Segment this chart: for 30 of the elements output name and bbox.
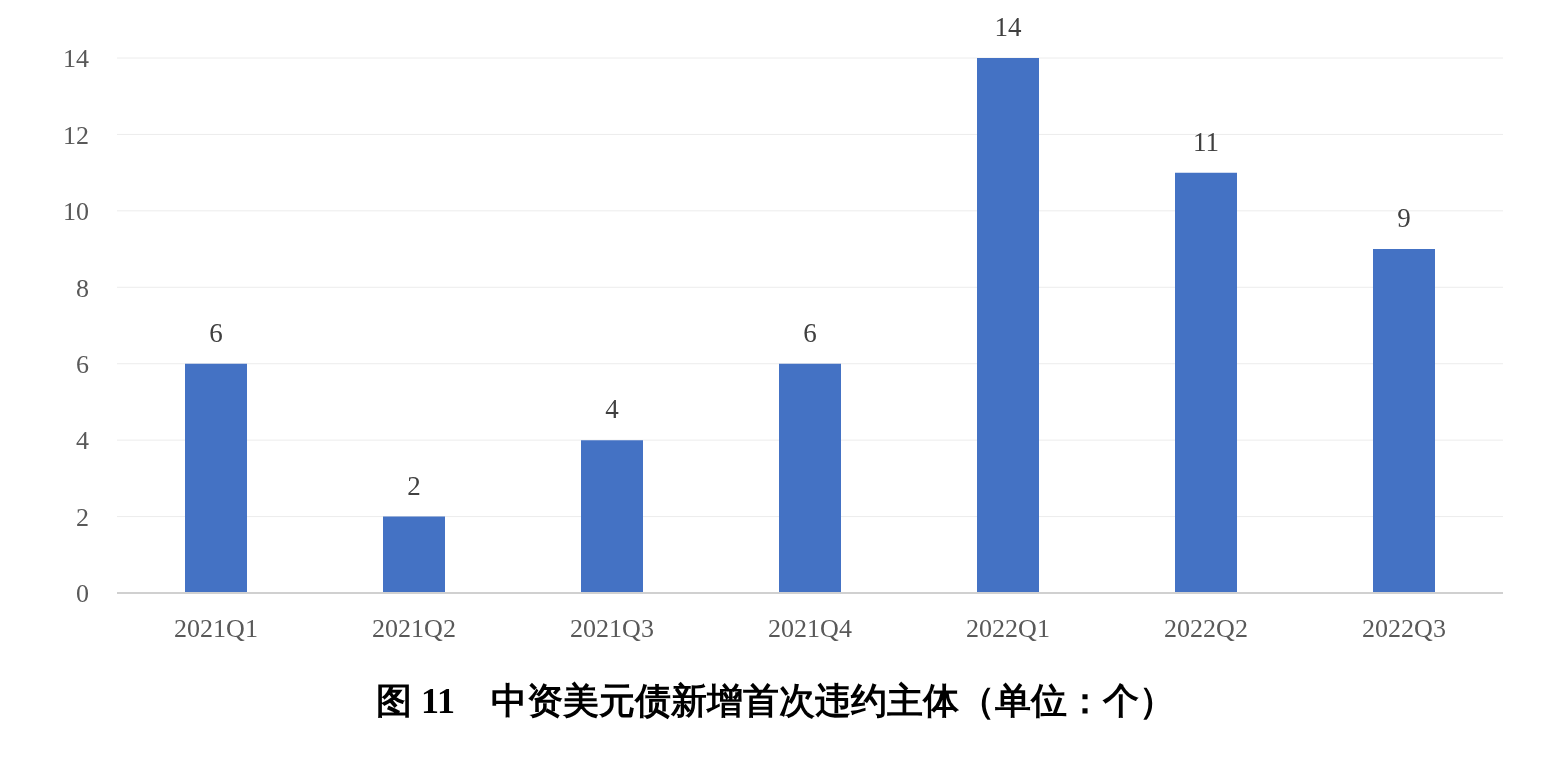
data-label: 2 <box>407 470 421 501</box>
x-tick-label: 2021Q3 <box>570 614 654 644</box>
data-label: 4 <box>605 394 620 425</box>
bar <box>1175 172 1237 593</box>
y-tick-label: 0 <box>76 579 89 609</box>
y-tick-label: 6 <box>76 349 89 379</box>
x-tick-label: 2022Q1 <box>966 614 1050 644</box>
y-tick-label: 8 <box>76 273 89 303</box>
data-label: 6 <box>803 317 817 348</box>
data-label: 14 <box>994 12 1022 42</box>
x-tick-label: 2022Q2 <box>1164 614 1248 644</box>
data-label: 11 <box>1193 126 1219 157</box>
y-tick-label: 2 <box>76 502 89 532</box>
bar <box>185 363 247 593</box>
x-tick-label: 2021Q1 <box>174 614 258 644</box>
x-tick-label: 2022Q3 <box>1362 614 1446 644</box>
x-tick-label: 2021Q2 <box>372 614 456 644</box>
bar <box>581 440 643 593</box>
bar <box>977 58 1039 593</box>
bar <box>1373 249 1435 593</box>
y-tick-label: 14 <box>63 44 89 74</box>
y-tick-label: 10 <box>63 197 89 227</box>
data-label: 6 <box>209 317 223 348</box>
text: 图 11 中资美元债新增首次违约主体（单位：个） <box>375 680 1176 723</box>
y-tick-label: 12 <box>63 120 89 150</box>
x-tick-label: 2021Q4 <box>768 614 852 644</box>
bar <box>779 363 841 593</box>
data-label: 9 <box>1397 203 1411 234</box>
bar <box>383 516 445 593</box>
y-tick-label: 4 <box>76 426 89 456</box>
